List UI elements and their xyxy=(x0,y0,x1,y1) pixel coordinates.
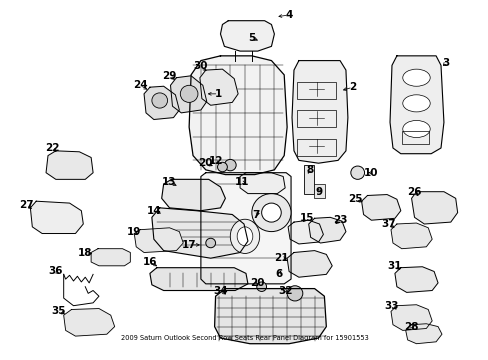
Text: 20: 20 xyxy=(250,278,264,288)
Ellipse shape xyxy=(152,93,167,108)
Text: 2: 2 xyxy=(348,82,356,92)
Text: 27: 27 xyxy=(19,200,34,210)
Polygon shape xyxy=(308,217,345,243)
Ellipse shape xyxy=(402,69,429,86)
Bar xyxy=(313,184,325,198)
Polygon shape xyxy=(200,69,238,105)
Text: 30: 30 xyxy=(193,61,208,71)
Polygon shape xyxy=(189,56,286,175)
Polygon shape xyxy=(144,86,179,120)
Text: 29: 29 xyxy=(162,71,176,81)
Ellipse shape xyxy=(256,282,266,292)
Text: 24: 24 xyxy=(133,80,147,90)
Polygon shape xyxy=(394,267,437,292)
Polygon shape xyxy=(150,268,247,291)
Ellipse shape xyxy=(230,219,259,253)
Bar xyxy=(303,165,313,194)
Polygon shape xyxy=(162,179,225,211)
Text: 28: 28 xyxy=(404,321,418,332)
Text: 2009 Saturn Outlook Second Row Seats Rear Panel Diagram for 15901553: 2009 Saturn Outlook Second Row Seats Rea… xyxy=(121,336,367,342)
Text: 37: 37 xyxy=(381,219,396,229)
Polygon shape xyxy=(170,76,206,113)
Text: 15: 15 xyxy=(299,213,313,223)
Polygon shape xyxy=(291,60,347,163)
Text: 3: 3 xyxy=(441,58,448,68)
Text: 35: 35 xyxy=(51,306,66,316)
Text: 13: 13 xyxy=(162,177,177,187)
Text: 18: 18 xyxy=(78,248,92,257)
Text: 25: 25 xyxy=(348,194,362,204)
Bar xyxy=(296,81,335,99)
Ellipse shape xyxy=(217,162,227,172)
Text: 34: 34 xyxy=(213,285,227,296)
Polygon shape xyxy=(240,173,285,194)
Ellipse shape xyxy=(350,166,364,179)
Bar xyxy=(296,110,335,127)
Text: 16: 16 xyxy=(142,257,157,267)
Polygon shape xyxy=(405,324,441,344)
Text: 11: 11 xyxy=(234,177,249,187)
Text: 20: 20 xyxy=(198,158,213,168)
Polygon shape xyxy=(201,173,290,284)
Text: 32: 32 xyxy=(277,285,292,296)
Polygon shape xyxy=(134,228,183,252)
Text: 6: 6 xyxy=(275,269,283,279)
Text: 12: 12 xyxy=(208,156,223,166)
Text: 21: 21 xyxy=(273,253,288,263)
Bar xyxy=(401,131,428,144)
Text: 36: 36 xyxy=(48,266,63,276)
Text: 1: 1 xyxy=(214,89,222,99)
Polygon shape xyxy=(390,223,431,249)
Ellipse shape xyxy=(402,95,429,112)
Polygon shape xyxy=(63,309,114,336)
Text: 14: 14 xyxy=(146,206,161,216)
Polygon shape xyxy=(91,249,130,266)
Bar xyxy=(296,139,335,156)
Text: 9: 9 xyxy=(315,187,323,197)
Polygon shape xyxy=(389,56,443,154)
Ellipse shape xyxy=(224,159,236,171)
Polygon shape xyxy=(152,208,247,258)
Text: 7: 7 xyxy=(252,210,259,220)
Polygon shape xyxy=(46,151,93,179)
Ellipse shape xyxy=(286,286,302,301)
Ellipse shape xyxy=(402,121,429,138)
Text: 23: 23 xyxy=(332,215,346,225)
Polygon shape xyxy=(287,220,323,244)
Ellipse shape xyxy=(237,227,252,246)
Polygon shape xyxy=(220,21,274,51)
Text: 5: 5 xyxy=(248,33,255,43)
Polygon shape xyxy=(361,194,400,220)
Text: 19: 19 xyxy=(127,226,141,237)
Text: 10: 10 xyxy=(364,168,378,178)
Ellipse shape xyxy=(205,238,215,248)
Ellipse shape xyxy=(261,203,281,222)
Text: 33: 33 xyxy=(384,301,398,311)
Polygon shape xyxy=(390,305,431,330)
Text: 22: 22 xyxy=(44,143,59,153)
Text: 8: 8 xyxy=(305,165,313,175)
Ellipse shape xyxy=(180,85,198,102)
Text: 17: 17 xyxy=(182,240,196,250)
Text: 4: 4 xyxy=(285,10,292,20)
Polygon shape xyxy=(30,201,83,234)
Text: 31: 31 xyxy=(387,261,401,271)
Polygon shape xyxy=(286,251,331,277)
Ellipse shape xyxy=(251,194,290,231)
Text: 26: 26 xyxy=(407,187,421,197)
Polygon shape xyxy=(411,192,457,224)
Polygon shape xyxy=(214,289,325,344)
